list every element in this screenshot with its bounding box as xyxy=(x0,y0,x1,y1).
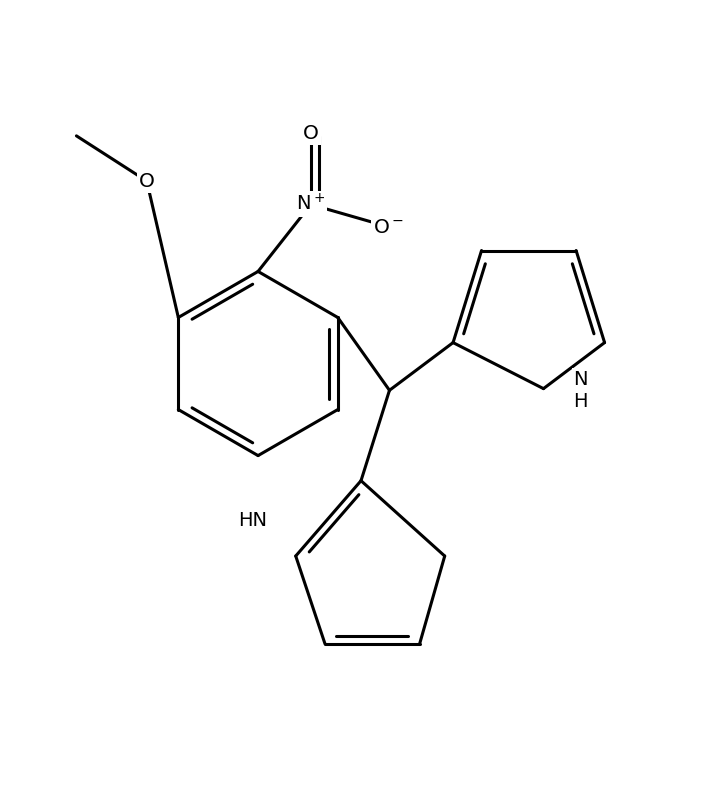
Text: O: O xyxy=(303,124,319,143)
Text: O: O xyxy=(139,172,155,191)
Text: O$^-$: O$^-$ xyxy=(373,218,404,237)
Text: N
H: N H xyxy=(574,370,588,411)
Text: HN: HN xyxy=(238,511,267,530)
Text: N$^+$: N$^+$ xyxy=(296,193,326,214)
